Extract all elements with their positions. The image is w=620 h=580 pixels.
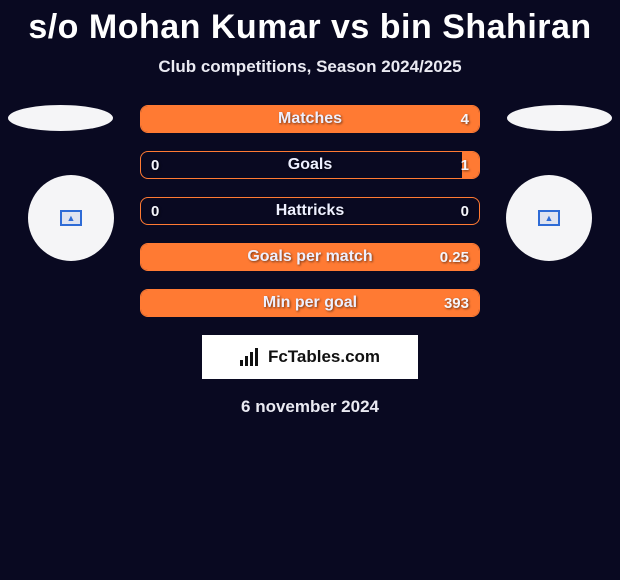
stat-bar: 0.25Goals per match — [140, 243, 480, 271]
comparison-stage: ▲ ▲ 4Matches01Goals00Hattricks0.25Goals … — [0, 105, 620, 317]
stat-value-left: 0 — [151, 198, 159, 224]
stat-bar-fill-right — [141, 106, 479, 132]
brand-text: FcTables.com — [268, 347, 380, 367]
stat-bar-fill-right — [141, 244, 479, 270]
stat-value-left: 0 — [151, 152, 159, 178]
footnote-date: 6 november 2024 — [0, 397, 620, 417]
stat-bar: 01Goals — [140, 151, 480, 179]
stat-bar: 0 0Hattricks — [140, 197, 480, 225]
player-left-ellipse — [8, 105, 113, 131]
placeholder-icon: ▲ — [60, 210, 82, 226]
stat-label: Hattricks — [141, 198, 479, 224]
stat-bar: 4Matches — [140, 105, 480, 133]
stat-bar: 393Min per goal — [140, 289, 480, 317]
stat-bar-fill-right — [462, 152, 479, 178]
stat-value-right: 0 — [461, 198, 469, 224]
page-title: s/o Mohan Kumar vs bin Shahiran — [0, 0, 620, 47]
stat-bar-fill-right — [141, 290, 479, 316]
stat-bars: 4Matches01Goals00Hattricks0.25Goals per … — [140, 105, 480, 317]
brand-chart-icon — [240, 348, 262, 366]
player-left-badge: ▲ — [28, 175, 114, 261]
stat-label: Goals — [141, 152, 479, 178]
player-right-badge: ▲ — [506, 175, 592, 261]
placeholder-icon: ▲ — [538, 210, 560, 226]
page-subtitle: Club competitions, Season 2024/2025 — [0, 57, 620, 77]
player-right-ellipse — [507, 105, 612, 131]
brand-badge: FcTables.com — [202, 335, 418, 379]
